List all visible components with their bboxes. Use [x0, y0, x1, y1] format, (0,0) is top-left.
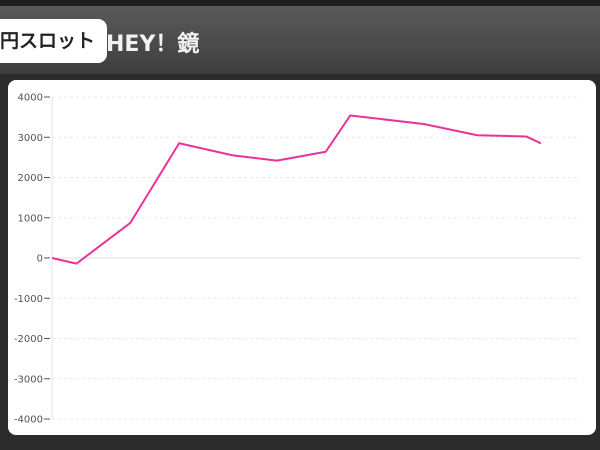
y-tick-label: -4000 [14, 415, 43, 426]
y-tick-label: -2000 [14, 334, 43, 345]
top-bar [0, 0, 600, 6]
y-tick-label: 2000 [18, 173, 43, 184]
series-line [51, 114, 542, 265]
y-tick-label: 0 [37, 254, 43, 265]
page-title: HEY！鏡 [106, 32, 200, 57]
header: 円スロット HEY！鏡 [0, 6, 600, 74]
y-tick-label: 4000 [18, 93, 43, 104]
y-tick-label: 3000 [18, 133, 43, 144]
y-tick-label: -3000 [14, 374, 43, 385]
y-tick-label: 1000 [18, 213, 43, 224]
y-tick-label: -1000 [14, 294, 43, 305]
category-badge[interactable]: 円スロット [0, 19, 108, 63]
